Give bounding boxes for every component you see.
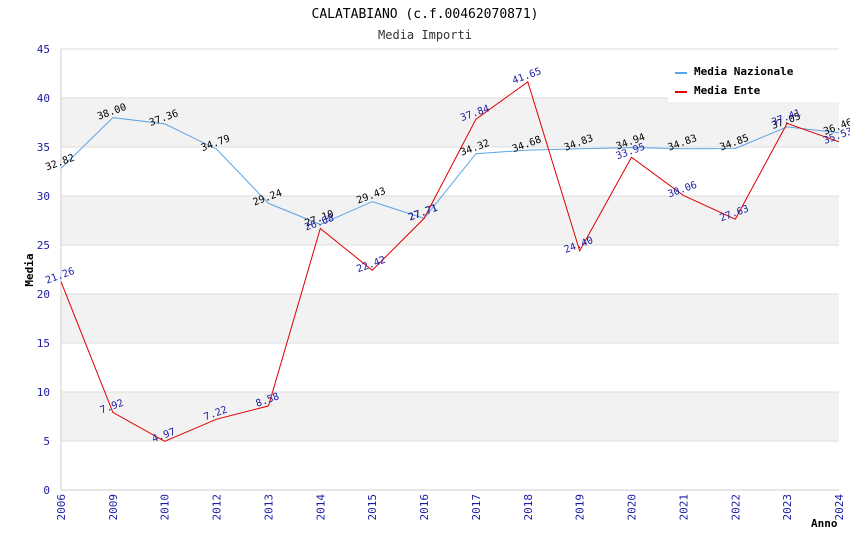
y-tick-label: 10 bbox=[37, 386, 50, 399]
x-tick-label: 2012 bbox=[211, 494, 224, 521]
x-tick-label: 2010 bbox=[159, 494, 172, 521]
y-tick-label: 30 bbox=[37, 190, 50, 203]
plot-band bbox=[61, 245, 839, 294]
plot-band bbox=[61, 441, 839, 490]
plot-bands bbox=[61, 49, 839, 490]
x-tick-label: 2009 bbox=[107, 494, 120, 521]
y-tick-label: 25 bbox=[37, 239, 50, 252]
y-tick-label: 5 bbox=[43, 435, 50, 448]
x-tick-label: 2014 bbox=[314, 494, 327, 521]
y-tick-label: 15 bbox=[37, 337, 50, 350]
y-tick-label: 40 bbox=[37, 92, 50, 105]
y-tick-label: 20 bbox=[37, 288, 50, 301]
y-tick-label: 45 bbox=[37, 43, 50, 56]
legend-label-media-ente: Media Ente bbox=[694, 84, 761, 97]
plot-band bbox=[61, 294, 839, 343]
series-line-media-nazionale bbox=[60, 117, 840, 225]
x-tick-label: 2022 bbox=[729, 494, 742, 521]
x-tick-label: 2006 bbox=[55, 494, 68, 521]
x-tick-label: 2016 bbox=[418, 494, 431, 521]
y-axis-label: Media bbox=[23, 253, 36, 286]
x-tick-label: 2021 bbox=[677, 494, 690, 521]
plot-band bbox=[61, 343, 839, 392]
axes bbox=[60, 49, 839, 491]
x-axis-label: Anno bbox=[811, 517, 838, 530]
legend: Media Nazionale Media Ente bbox=[668, 60, 844, 102]
x-tick-label: 2020 bbox=[626, 494, 639, 521]
gridlines bbox=[61, 48, 839, 491]
plot-band bbox=[61, 147, 839, 196]
legend-background bbox=[668, 60, 844, 102]
series-lines bbox=[60, 80, 840, 442]
x-tick-label: 2023 bbox=[781, 494, 794, 521]
y-ticks: 0 5 10 15 20 25 30 35 40 45 bbox=[37, 43, 50, 497]
x-tick-label: 2017 bbox=[470, 494, 483, 521]
x-tick-label: 2019 bbox=[574, 494, 587, 521]
chart-subtitle: Media Importi bbox=[378, 28, 472, 42]
plot-band bbox=[61, 98, 839, 147]
x-tick-label: 2024 bbox=[833, 494, 846, 521]
y-tick-label: 0 bbox=[43, 484, 50, 497]
series-line-media-ente bbox=[60, 80, 840, 442]
chart-title: CALATABIANO (c.f.00462070871) bbox=[312, 7, 539, 22]
plot-band bbox=[61, 196, 839, 245]
legend-label-media-nazionale: Media Nazionale bbox=[694, 65, 794, 78]
y-tick-label: 35 bbox=[37, 141, 50, 154]
x-tick-label: 2015 bbox=[366, 494, 379, 521]
plot-band bbox=[61, 392, 839, 441]
x-ticks: 2006 2009 2010 2012 2013 2014 2015 2016 2017 2018… bbox=[55, 494, 846, 521]
x-tick-label: 2018 bbox=[522, 494, 535, 521]
x-tick-label: 2013 bbox=[262, 494, 275, 521]
